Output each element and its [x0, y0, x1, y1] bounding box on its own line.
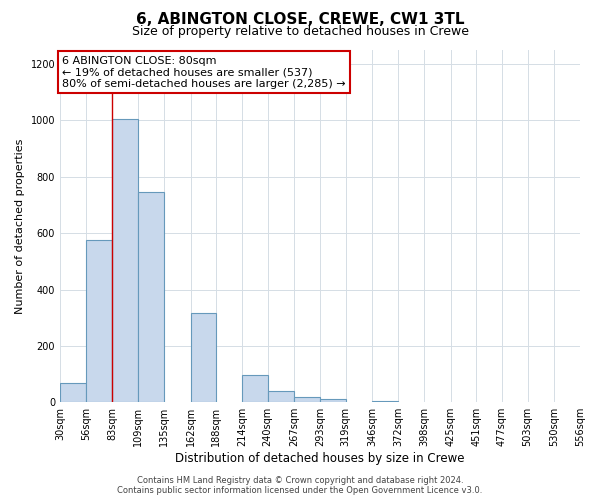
Bar — [138, 192, 164, 402]
Text: Contains HM Land Registry data © Crown copyright and database right 2024.
Contai: Contains HM Land Registry data © Crown c… — [118, 476, 482, 495]
Bar — [320, 400, 346, 402]
Bar — [242, 376, 268, 402]
Text: 6 ABINGTON CLOSE: 80sqm
← 19% of detached houses are smaller (537)
80% of semi-d: 6 ABINGTON CLOSE: 80sqm ← 19% of detache… — [62, 56, 346, 89]
Bar — [295, 396, 320, 402]
Text: Size of property relative to detached houses in Crewe: Size of property relative to detached ho… — [131, 25, 469, 38]
Bar — [373, 401, 398, 402]
Y-axis label: Number of detached properties: Number of detached properties — [15, 138, 25, 314]
Bar — [112, 119, 138, 402]
Bar — [268, 391, 295, 402]
Bar — [86, 240, 112, 402]
Bar — [191, 314, 216, 402]
Text: 6, ABINGTON CLOSE, CREWE, CW1 3TL: 6, ABINGTON CLOSE, CREWE, CW1 3TL — [136, 12, 464, 28]
X-axis label: Distribution of detached houses by size in Crewe: Distribution of detached houses by size … — [175, 452, 465, 465]
Bar — [60, 383, 86, 402]
